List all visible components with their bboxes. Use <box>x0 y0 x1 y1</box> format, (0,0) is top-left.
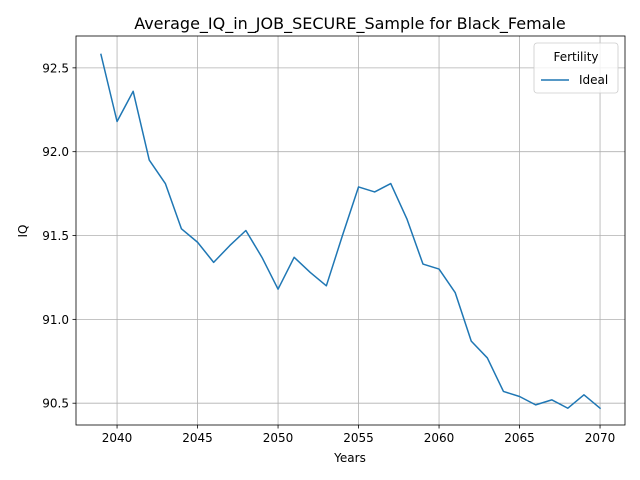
y-tick-label: 91.5 <box>42 229 69 243</box>
series-line-ideal <box>100 53 602 410</box>
chart-title: Average_IQ_in_JOB_SECURE_Sample for Blac… <box>134 14 566 34</box>
grid <box>76 36 625 425</box>
legend-label-ideal: Ideal <box>579 73 608 87</box>
x-axis-ticks: 2040 2045 2050 2055 2060 2065 2070 <box>102 425 616 445</box>
series-layer <box>100 53 602 410</box>
x-tick-label: 2070 <box>585 431 616 445</box>
x-tick-label: 2060 <box>424 431 455 445</box>
legend: Fertility Ideal <box>533 42 619 94</box>
y-tick-label: 90.5 <box>42 397 69 411</box>
x-tick-label: 2045 <box>182 431 213 445</box>
y-tick-label: 91.0 <box>42 313 69 327</box>
y-tick-label: 92.5 <box>42 61 69 75</box>
x-tick-label: 2055 <box>343 431 374 445</box>
y-axis-ticks: 90.5 91.0 91.5 92.0 92.5 <box>42 61 76 411</box>
x-tick-label: 2040 <box>102 431 133 445</box>
x-tick-label: 2050 <box>263 431 294 445</box>
legend-title: Fertility <box>553 50 598 64</box>
plot-frame <box>75 35 626 426</box>
y-axis-label: IQ <box>16 225 30 238</box>
x-tick-label: 2065 <box>504 431 535 445</box>
y-tick-label: 92.0 <box>42 145 69 159</box>
x-axis-label: Years <box>333 451 366 465</box>
